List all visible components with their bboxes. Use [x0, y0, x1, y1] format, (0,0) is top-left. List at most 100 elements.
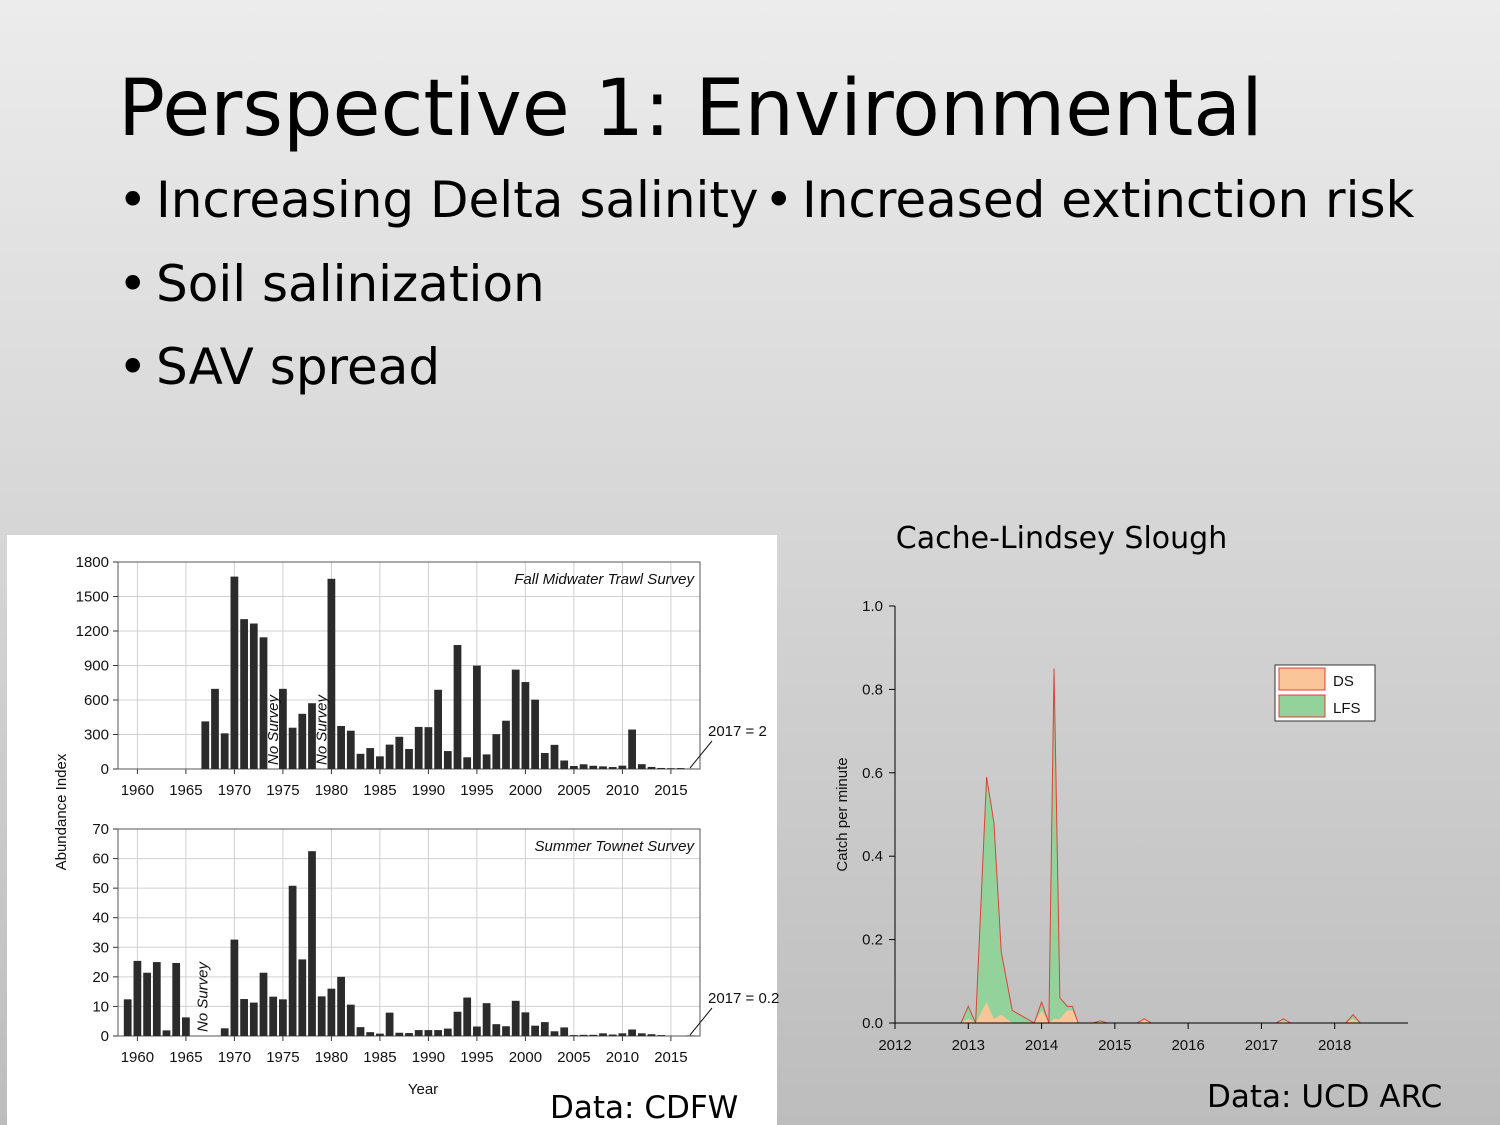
- bar: [288, 727, 297, 769]
- bar: [405, 748, 413, 769]
- annotation: 2017 = 0.2: [708, 990, 779, 1007]
- x-tick-label: 1990: [412, 782, 445, 799]
- x-tick-label: 1965: [169, 782, 202, 799]
- area: [960, 668, 1361, 1023]
- x-tick-label: 1980: [315, 782, 348, 799]
- bullet: Increasing Delta salinity: [156, 171, 759, 229]
- bar: [628, 729, 636, 769]
- bar: [453, 645, 462, 769]
- annotation: 2017 = 2: [708, 723, 767, 740]
- bar: [463, 757, 472, 769]
- bullet-dot: •: [118, 171, 148, 229]
- bar: [298, 959, 307, 1036]
- legend-label: DS: [1333, 673, 1354, 690]
- bar: [463, 997, 472, 1036]
- bar: [308, 703, 316, 769]
- bar: [667, 768, 675, 769]
- y-tick-label: 0.8: [862, 681, 883, 698]
- bar: [550, 1031, 559, 1036]
- bar: [540, 753, 549, 769]
- x-tick-label: 2015: [1098, 1037, 1131, 1054]
- y-tick-label: 0: [101, 761, 109, 778]
- bar: [395, 1032, 404, 1036]
- bar: [618, 1033, 627, 1036]
- source: Data: UCD ARC: [1207, 1079, 1442, 1115]
- bullet-dot: •: [118, 255, 148, 313]
- x-tick-label: 2016: [1171, 1037, 1204, 1054]
- y-tick-label: 0.4: [862, 848, 883, 865]
- y-tick-label: 0: [101, 1028, 109, 1045]
- bar: [366, 1032, 375, 1036]
- bar: [356, 753, 365, 769]
- bar: [201, 721, 210, 769]
- bar: [637, 764, 646, 769]
- y-tick-label: 1500: [76, 589, 109, 606]
- bar: [502, 1026, 510, 1036]
- x-tick-label: 2013: [952, 1037, 985, 1054]
- bar: [220, 1028, 229, 1036]
- bar: [288, 885, 297, 1036]
- bar: [560, 760, 569, 769]
- bar: [657, 767, 666, 769]
- bar: [395, 736, 404, 769]
- x-tick-label: 2014: [1025, 1037, 1058, 1054]
- area-chart: 0.0 0.2 0.4 0.6 0.8 1.0 2012 2013 2014 2015 2016 20…: [834, 521, 1408, 1054]
- y-tick-label: 40: [92, 910, 109, 927]
- bar: [647, 1034, 656, 1036]
- x-tick-label: 1980: [315, 1049, 348, 1066]
- bar: [279, 688, 287, 769]
- bar: [414, 1030, 423, 1036]
- bar: [230, 939, 239, 1036]
- legend-swatch: [1278, 694, 1326, 718]
- bar: [550, 744, 559, 769]
- x-tick-label: 1990: [412, 1049, 445, 1066]
- annotation: No Survey: [314, 693, 331, 765]
- x-tick-label: 2012: [878, 1037, 911, 1054]
- bar: [249, 1002, 258, 1036]
- bar: [240, 999, 248, 1036]
- y-tick-label: 50: [92, 880, 109, 897]
- x-tick-label: 1960: [121, 782, 154, 799]
- y-tick-label: 30: [92, 939, 109, 956]
- bar: [152, 962, 161, 1036]
- y-tick-label: 20: [92, 969, 109, 986]
- bullet: SAV spread: [156, 338, 440, 396]
- annotation-arrow: [689, 740, 713, 769]
- bar: [337, 976, 345, 1036]
- bar: [618, 765, 627, 769]
- area-outline: [960, 668, 1361, 1024]
- y-tick-label: 70: [92, 821, 109, 838]
- y-tick-label: 10: [92, 998, 109, 1015]
- bar: [589, 1034, 598, 1036]
- legend-swatch: [1278, 667, 1326, 691]
- bar: [356, 1027, 365, 1036]
- bullet: Increased extinction risk: [802, 171, 1415, 229]
- bar: [608, 767, 617, 769]
- x-tick-label: 1965: [169, 1049, 202, 1066]
- bar: [531, 699, 539, 769]
- bar: [346, 730, 355, 769]
- bar: [628, 1029, 636, 1036]
- bar: [308, 851, 316, 1036]
- bar: [385, 744, 394, 769]
- bar: [482, 1003, 491, 1036]
- bar: [657, 1035, 666, 1036]
- bar: [220, 733, 229, 769]
- bar: [434, 1030, 442, 1036]
- bar: [366, 748, 375, 769]
- bar: [434, 689, 442, 769]
- x-tick-label: 2005: [557, 1049, 590, 1066]
- legend-label: LFS: [1333, 700, 1361, 717]
- bar: [560, 1027, 569, 1036]
- bullet-dot: •: [118, 338, 148, 396]
- bullet-dot: •: [764, 171, 794, 229]
- bar: [589, 765, 598, 769]
- x-tick-label: 2000: [509, 782, 542, 799]
- bar: [647, 766, 656, 769]
- bar: [123, 999, 132, 1036]
- bar: [473, 1026, 481, 1036]
- bar: [133, 960, 142, 1036]
- bar: [376, 1033, 384, 1036]
- bar: [473, 665, 481, 769]
